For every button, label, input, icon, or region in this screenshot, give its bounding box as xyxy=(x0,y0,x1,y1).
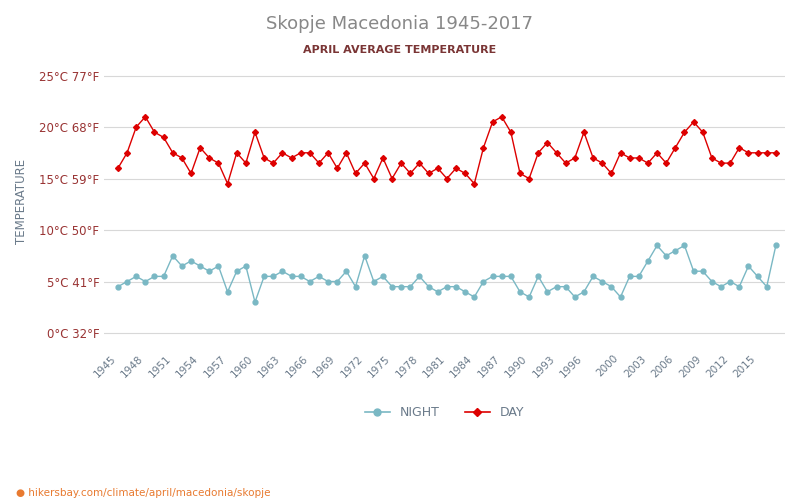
Text: ● hikersbay.com/climate/april/macedonia/skopje: ● hikersbay.com/climate/april/macedonia/… xyxy=(16,488,270,498)
Legend: NIGHT, DAY: NIGHT, DAY xyxy=(360,402,530,424)
Y-axis label: TEMPERATURE: TEMPERATURE xyxy=(15,159,28,244)
Text: Skopje Macedonia 1945-2017: Skopje Macedonia 1945-2017 xyxy=(266,15,534,33)
Text: APRIL AVERAGE TEMPERATURE: APRIL AVERAGE TEMPERATURE xyxy=(303,45,497,55)
